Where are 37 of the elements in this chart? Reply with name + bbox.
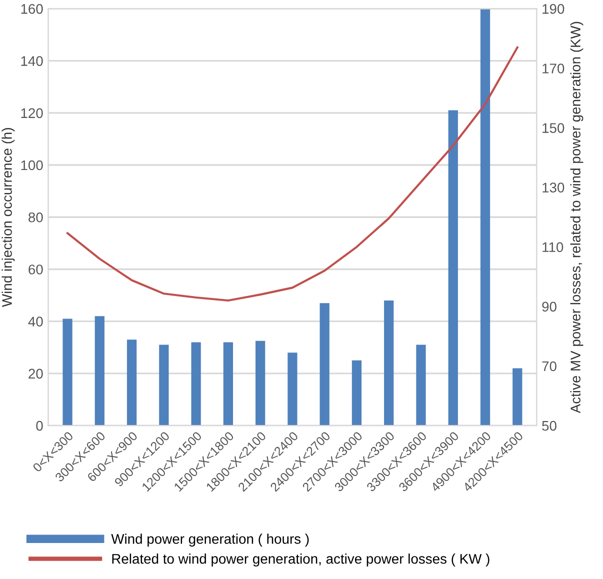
y2-tick-label: 150 (542, 123, 564, 133)
bar (191, 342, 201, 426)
line-series (66, 46, 518, 302)
legend-label: Wind power generation ( hours ) (111, 534, 309, 547)
y2-tick-label: 50 (542, 420, 556, 431)
y2-tick-label: 70 (542, 361, 556, 372)
y2-axis-title: Active MV power losses, related to wind power generation (KW) (570, 22, 584, 414)
y2-tick-label: 190 (542, 4, 564, 14)
y-tick-label: 120 (21, 108, 43, 118)
bar (416, 344, 426, 426)
y-tick-label: 40 (28, 316, 43, 327)
y-tick-label: 60 (28, 264, 43, 274)
y2-tick-label: 110 (542, 242, 564, 252)
bar (480, 8, 490, 426)
bar (320, 303, 330, 426)
y2-tick-label: 170 (542, 64, 564, 74)
bar (223, 342, 234, 426)
bar (512, 368, 522, 426)
bar (352, 360, 362, 426)
y-tick-label: 0 (36, 420, 43, 431)
y-tick-label: 140 (21, 56, 43, 66)
bar (62, 318, 72, 426)
y-axis-title: Wind injection occurrence (h) (2, 128, 15, 307)
y2-tick-label: 130 (542, 182, 564, 193)
legend-label: Related to wind power generation, active power losses ( KW ) (112, 554, 490, 566)
bar (94, 316, 104, 426)
bar (288, 352, 298, 426)
bar (256, 340, 266, 426)
y-tick-label: 80 (28, 212, 43, 222)
y2-tick-label: 90 (542, 302, 556, 312)
bar (126, 340, 137, 426)
y-tick-label: 20 (28, 368, 43, 379)
y-tick-label: 160 (21, 4, 43, 14)
bar (384, 300, 394, 426)
bar (159, 344, 169, 426)
bar (448, 110, 458, 426)
y-tick-label: 100 (21, 160, 43, 170)
